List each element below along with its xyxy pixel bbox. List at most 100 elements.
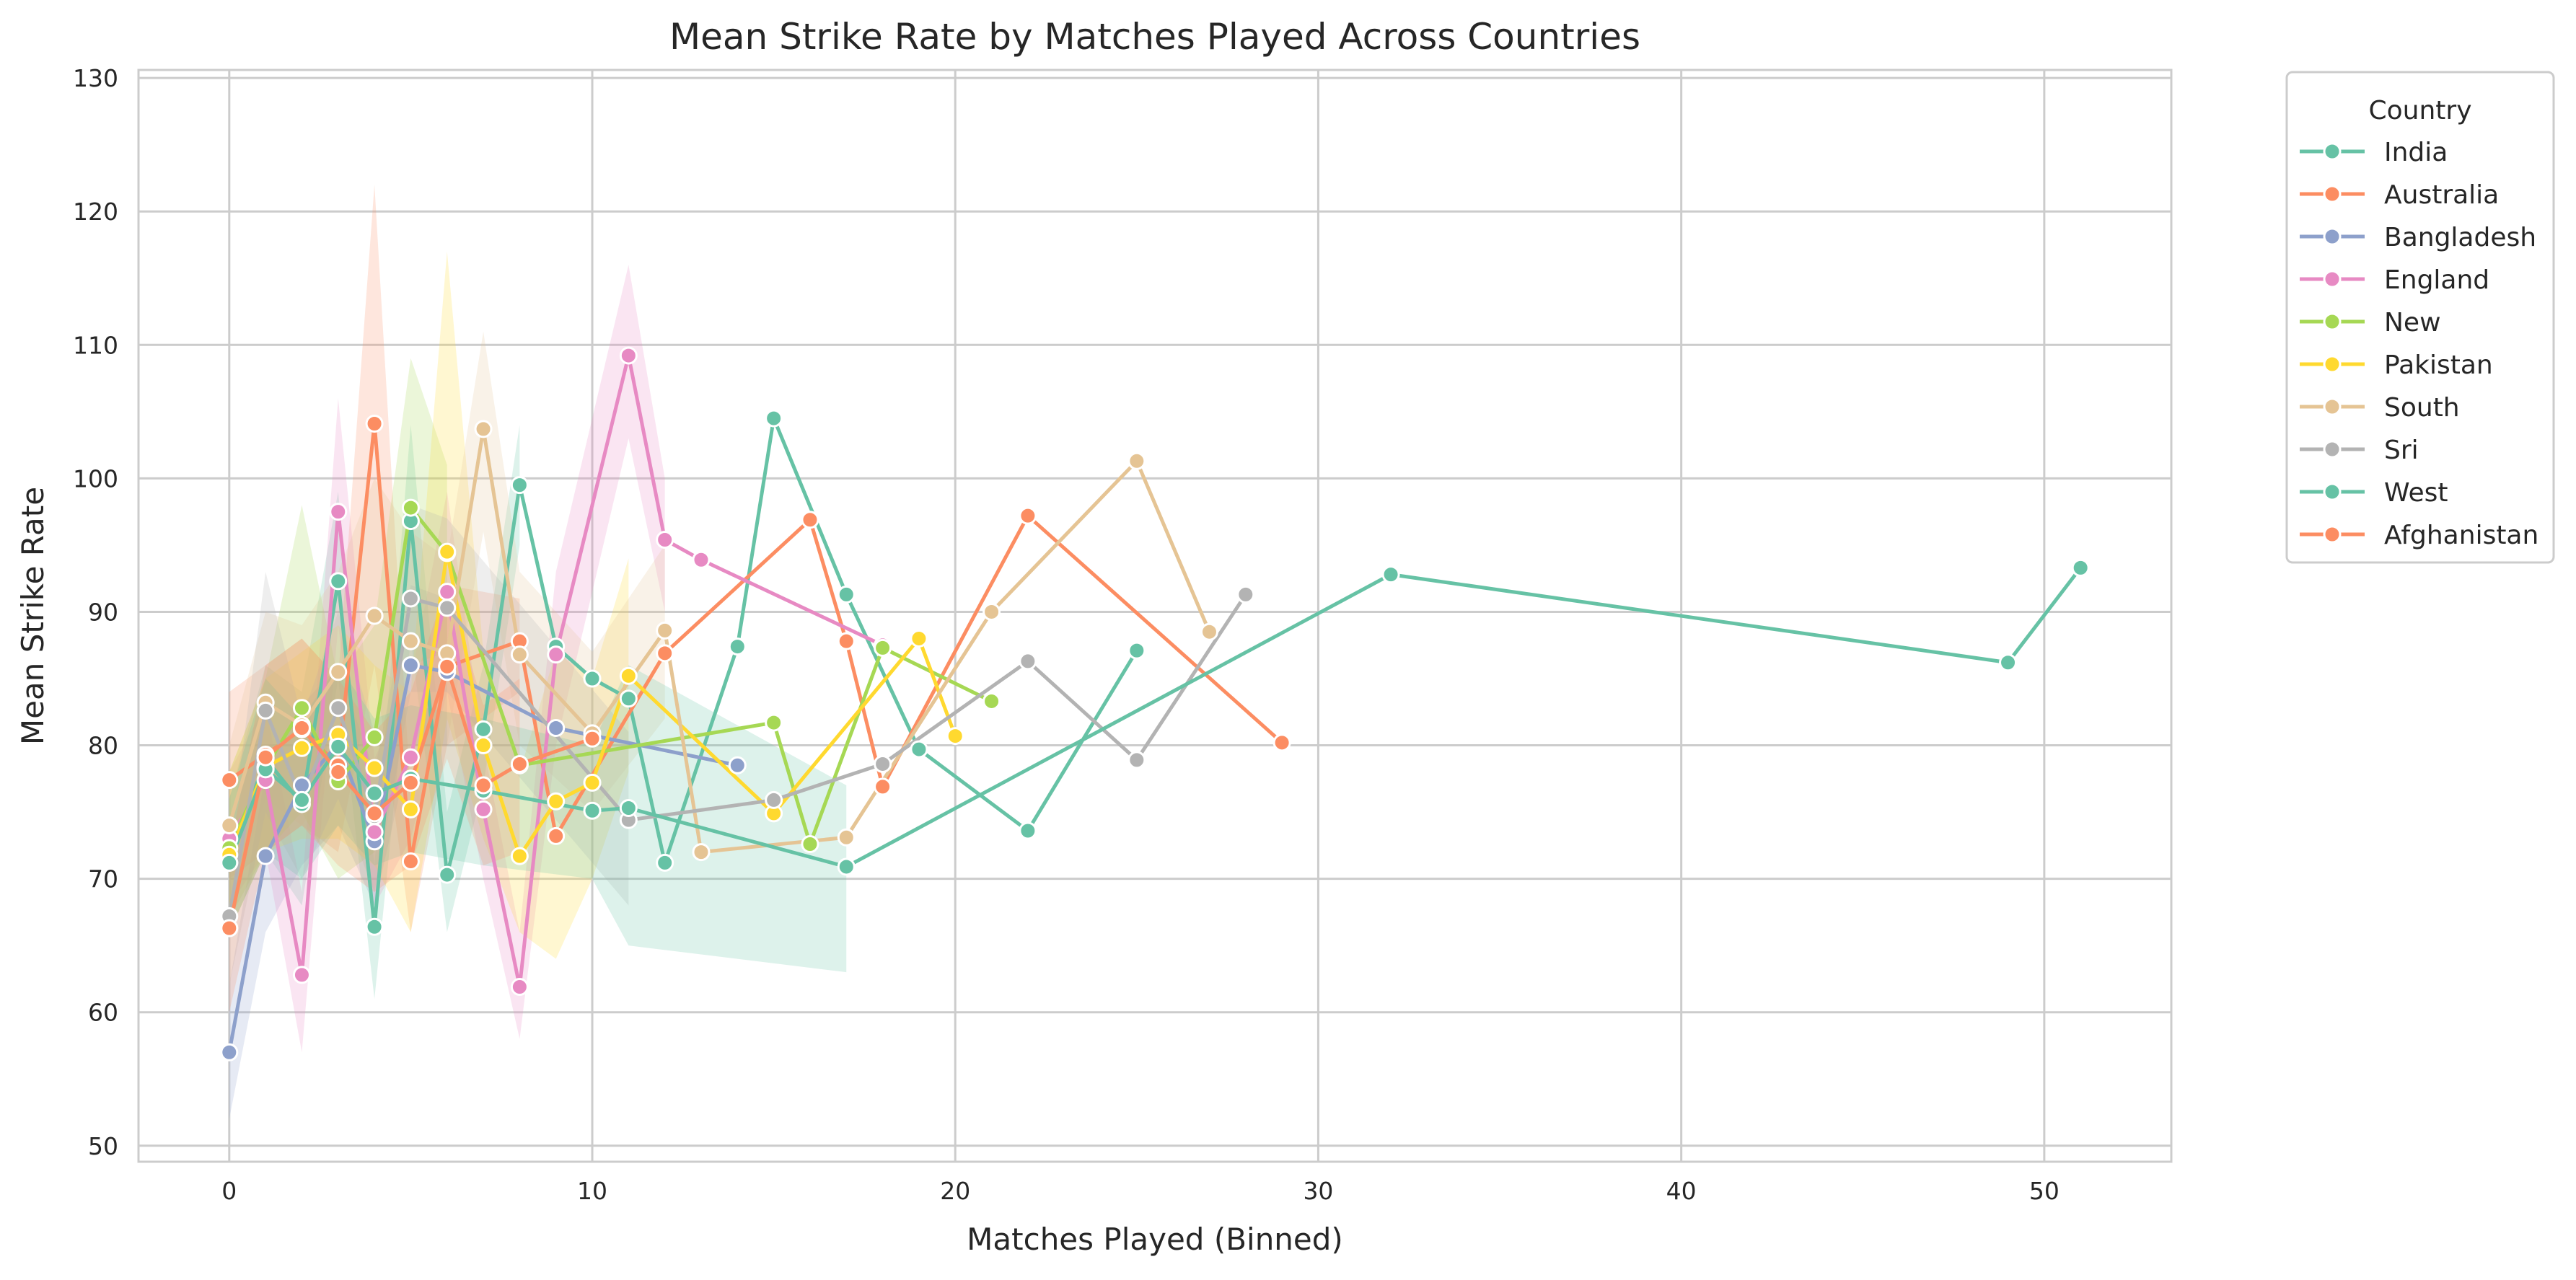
legend-marker-new [2323, 312, 2342, 331]
data-point-australia [401, 852, 420, 871]
data-point-india [910, 740, 928, 759]
data-point-south [692, 843, 711, 862]
data-point-south [365, 606, 384, 625]
band-sri [229, 505, 629, 986]
data-point-australia [801, 511, 819, 529]
data-point-india [619, 689, 638, 708]
data-point-sri [401, 589, 420, 608]
data-point-pakistan [910, 629, 928, 648]
data-point-australia [365, 414, 384, 433]
data-point-south [1127, 451, 1146, 470]
data-point-india [656, 853, 674, 872]
y-tick-label: 110 [73, 331, 118, 359]
data-point-sri [874, 754, 892, 773]
tick-labels: 0 10 20 30 40 50 50 60 70 80 90 100 110 120 130 [73, 64, 2060, 1205]
y-tick-label: 70 [88, 865, 118, 893]
data-point-england [510, 978, 529, 997]
y-tick-label: 60 [88, 999, 118, 1027]
data-point-west [220, 853, 239, 872]
plot-background [139, 70, 2171, 1162]
data-point-sri [256, 701, 275, 720]
data-point-west [2071, 558, 2090, 577]
data-point-new [874, 638, 892, 657]
x-tick-label: 40 [1666, 1177, 1697, 1205]
data-point-south [510, 645, 529, 664]
grid-lines [139, 70, 2171, 1162]
data-point-afghanistan [220, 919, 239, 937]
data-point-new [801, 834, 819, 853]
series-line-new [227, 506, 994, 850]
data-point-west [292, 790, 311, 809]
legend-items: India Australia Bangladesh England New Pakist… [2300, 138, 2538, 550]
data-point-india [510, 476, 529, 495]
data-point-south [329, 663, 348, 681]
data-point-west [1381, 565, 1400, 584]
y-tick-label: 80 [88, 732, 118, 760]
data-point-india [329, 572, 348, 591]
data-point-india [474, 720, 493, 738]
data-point-new [983, 692, 1001, 710]
data-point-pakistan [474, 736, 493, 755]
data-point-pakistan [292, 738, 311, 757]
legend-marker-england [2323, 270, 2342, 288]
data-point-india [1127, 641, 1146, 660]
data-point-west [329, 737, 348, 756]
data-point-pakistan [401, 800, 420, 818]
data-point-south [220, 816, 239, 835]
data-point-australia [837, 632, 856, 650]
legend-marker-sri [2323, 440, 2342, 459]
data-point-south [656, 621, 674, 640]
data-point-pakistan [510, 847, 529, 865]
data-point-west [1999, 653, 2018, 672]
plot-frame [137, 69, 2173, 1163]
legend-label-sri: Sri [2384, 436, 2419, 465]
x-axis-label: Matches Played (Binned) [967, 1222, 1343, 1257]
data-point-pakistan [619, 666, 638, 685]
data-point-india [583, 669, 602, 688]
data-point-south [983, 602, 1001, 621]
y-axis-label: Mean Strike Rate [15, 487, 50, 745]
data-point-afghanistan [329, 763, 348, 782]
data-point-afghanistan [365, 804, 384, 823]
data-point-india [1019, 821, 1037, 840]
data-point-pakistan [583, 773, 602, 792]
data-point-sri [329, 699, 348, 718]
legend-marker-australia [2323, 185, 2342, 203]
data-point-south [401, 632, 420, 650]
data-point-australia [874, 777, 892, 796]
x-tick-label: 20 [940, 1177, 970, 1205]
data-point-india [438, 865, 457, 884]
y-tick-label: 90 [88, 598, 118, 626]
data-point-south [474, 420, 493, 438]
data-point-england [692, 550, 711, 569]
data-point-england [365, 823, 384, 842]
legend-marker-india [2323, 142, 2342, 161]
y-tick-label: 100 [73, 464, 118, 493]
data-point-australia [547, 826, 566, 845]
series-markers [220, 346, 2090, 1061]
series-line-afghanistan [227, 664, 594, 930]
legend-marker-pakistan [2323, 355, 2342, 374]
legend-label-australia: Australia [2384, 180, 2499, 210]
data-point-afghanistan [474, 776, 493, 795]
data-point-new [765, 713, 783, 732]
y-tick-label: 130 [73, 64, 118, 92]
legend-label-south: South [2384, 393, 2460, 423]
data-point-afghanistan [510, 754, 529, 773]
data-point-bangladesh [728, 756, 747, 774]
data-point-india [365, 917, 384, 936]
y-tick-label: 120 [73, 198, 118, 226]
data-point-west [583, 801, 602, 820]
data-point-england [474, 800, 493, 818]
data-point-bangladesh [256, 847, 275, 865]
data-point-pakistan [438, 542, 457, 561]
data-point-south [1200, 622, 1218, 641]
data-point-afghanistan [438, 657, 457, 676]
data-point-england [292, 966, 311, 984]
data-point-west [619, 799, 638, 818]
data-point-afghanistan [401, 773, 420, 792]
band-pakistan [229, 251, 629, 959]
data-point-india [728, 637, 747, 656]
data-point-england [547, 645, 566, 664]
legend-title: Country [2368, 96, 2471, 125]
